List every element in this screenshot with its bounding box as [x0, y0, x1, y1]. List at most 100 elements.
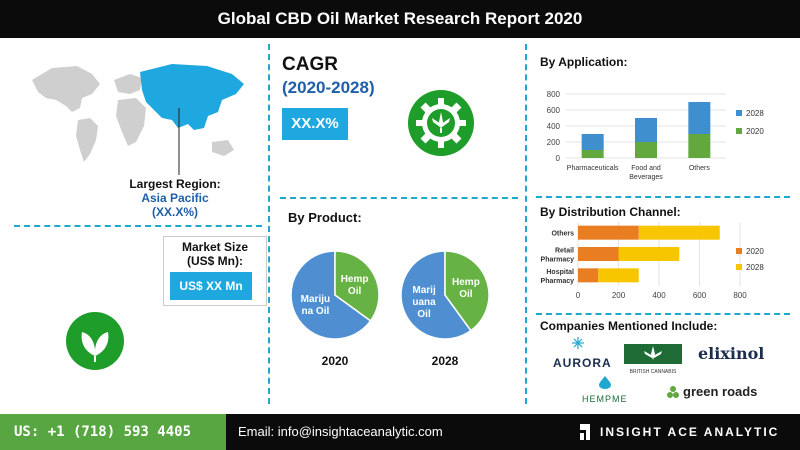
dist-bar-2020 [578, 225, 639, 240]
largest-region: Largest Region: Asia Pacific (XX.X%) [95, 177, 255, 219]
hempme-name: HEMPME [582, 394, 628, 404]
divider-right-bottom [536, 313, 790, 315]
market-size-value: US$ XX Mn [170, 272, 252, 300]
footer-bar: Email: info@insightaceanalytic.com INSIG… [226, 414, 800, 450]
divider-vertical-left [268, 44, 270, 404]
elixinol-logo: elixinol [698, 344, 765, 363]
dist-x-tick: 400 [652, 291, 666, 300]
market-size-label-line1: Market Size [181, 240, 249, 254]
market-size-label-line2: (US$ Mn): [187, 254, 243, 268]
dist-category-label: Pharmacy [541, 257, 575, 264]
app-bar-2028 [581, 134, 604, 150]
cagr-value: XX.X% [282, 108, 348, 140]
dist-category-label: Hospital [546, 269, 574, 276]
application-bar-chart: 0 200 400 600 800 Pharmaceuticals Food and Beve… [547, 90, 765, 181]
footer-phone[interactable]: US: +1 (718) 593 4405 [0, 414, 226, 450]
dist-bar-2028 [618, 247, 680, 261]
dist-category-label: Retail [555, 248, 574, 255]
app-y-tick: 400 [547, 122, 561, 131]
dist-legend-swatch [736, 264, 742, 270]
dist-category-label: Others [551, 231, 574, 238]
app-y-tick: 800 [547, 90, 561, 99]
market-size-frame [163, 236, 267, 306]
app-bar-2028 [688, 102, 711, 134]
aurora-logo: AURORA [553, 336, 612, 370]
app-y-tick: 600 [547, 106, 561, 115]
app-category-label: Food and [631, 165, 661, 172]
app-category-label: Beverages [629, 174, 663, 181]
app-category-label: Pharmaceuticals [567, 165, 619, 172]
pie-year-2020: 2020 [321, 354, 349, 368]
app-bar-2020 [635, 142, 657, 158]
app-bar-2020 [581, 150, 604, 158]
hempme-logo: HEMPME [582, 375, 628, 404]
cagr-years: (2020-2028) [282, 78, 375, 97]
british-cannabis-logo: BRITISH CANNABIS [624, 344, 682, 375]
footer-email[interactable]: Email: info@insightaceanalytic.com [238, 424, 443, 439]
product-title: By Product: [288, 210, 362, 225]
cannabis-gear-icon [408, 90, 474, 156]
aurora-name: AURORA [553, 356, 612, 370]
app-y-tick: 0 [556, 154, 561, 163]
pie-label-hemp: Oil [348, 286, 362, 297]
dist-bar-2020 [578, 247, 619, 261]
market-size-label: Market Size (US$ Mn): [165, 240, 265, 268]
app-category-label: Others [689, 165, 711, 172]
insight-ace-logo-icon [580, 424, 590, 440]
green-roads-logo: green roads [666, 384, 757, 399]
largest-region-name: Asia Pacific [141, 191, 209, 205]
divider-vertical-right [525, 44, 527, 404]
dist-x-tick: 800 [733, 291, 747, 300]
pie-slice-hemp-oil [444, 250, 490, 332]
dist-bar-2028 [598, 268, 639, 283]
hempme-drop-icon [598, 376, 611, 389]
pie-label-marijuana: na Oil [301, 306, 329, 317]
aurora-mark-icon [572, 337, 584, 349]
pie-label-hemp: Oil [459, 289, 473, 300]
cagr-title: CAGR [282, 54, 338, 75]
pie-label-marijuana: Marij [412, 285, 436, 296]
pie-slice-marijuana-oil [400, 250, 472, 340]
british-cannabis-mark-icon [624, 344, 682, 364]
pie-year-2028: 2028 [431, 354, 459, 368]
largest-region-label: Largest Region: [129, 177, 221, 191]
divider-right-top [536, 196, 790, 198]
app-legend-swatch [736, 128, 742, 134]
distribution-title: By Distribution Channel: [540, 205, 681, 219]
app-legend-swatch [736, 110, 742, 116]
largest-region-share: (XX.X%) [151, 205, 198, 219]
green-roads-name: green roads [683, 384, 758, 399]
pie-label-hemp: Hemp [452, 277, 480, 288]
app-legend-label: 2028 [746, 109, 764, 118]
pie-label-hemp: Hemp [341, 274, 369, 285]
app-legend-label: 2020 [746, 127, 764, 136]
pie-label-marijuana: Mariju [301, 294, 330, 305]
dist-bar-2028 [638, 225, 720, 240]
pie-slice-marijuana-oil [290, 250, 372, 340]
dist-category-label: Pharmacy [541, 278, 575, 285]
divider-middle [280, 197, 518, 199]
footer-brand: INSIGHT ACE ANALYTIC [600, 425, 780, 439]
app-bar-2020 [688, 134, 711, 158]
pie-slice-hemp-oil [334, 250, 380, 322]
divider-left [14, 225, 262, 227]
application-title: By Application: [540, 55, 628, 69]
distribution-bar-chart: 0 200 400 600 800 Others Retail Pharmacy Hospita… [541, 222, 764, 300]
world-map-icon [32, 64, 244, 175]
green-roads-mark-icon [667, 385, 679, 398]
dist-legend-label: 2028 [746, 263, 764, 272]
pie-label-marijuana: Oil [417, 309, 431, 320]
dist-legend-label: 2020 [746, 247, 764, 256]
dist-bar-2020 [578, 268, 599, 283]
british-cannabis-name: BRITISH CANNABIS [629, 369, 677, 375]
leaf-icon [66, 312, 124, 370]
pie-label-marijuana: uana [412, 297, 436, 308]
companies-title: Companies Mentioned Include: [540, 319, 718, 333]
dist-x-tick: 600 [693, 291, 707, 300]
page-title: Global CBD Oil Market Research Report 20… [0, 0, 800, 38]
app-y-tick: 200 [547, 138, 561, 147]
dist-legend-swatch [736, 248, 742, 254]
dist-x-tick: 0 [576, 291, 581, 300]
dist-x-tick: 200 [612, 291, 626, 300]
